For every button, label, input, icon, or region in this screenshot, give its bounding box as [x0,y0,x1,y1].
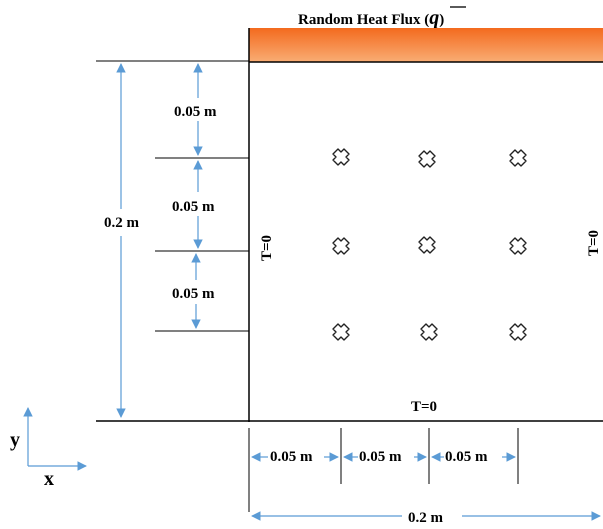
sensor-grid [332,148,527,341]
cross-marker-icon [509,323,527,341]
cross-marker-icon [420,323,438,341]
bottom-boundary-label: T=0 [411,399,437,415]
heat-flux-bar [249,28,603,62]
cross-marker-icon [509,149,527,167]
flux-title-suffix: ) [439,12,444,28]
flux-title: Random Heat Flux (q) [298,7,444,29]
cross-marker-icon [332,237,350,255]
cross-marker-icon [332,323,350,341]
x-axis-label: x [44,468,54,490]
vseg2-label: 0.05 m [172,199,215,215]
y-axis-label: y [10,429,20,451]
vertical-total-label: 0.2 m [104,215,140,231]
cross-marker-icon [509,237,527,255]
vseg1-label: 0.05 m [174,104,217,120]
hseg3-label: 0.05 m [445,449,488,465]
flux-symbol: q [429,7,439,29]
cross-marker-icon [418,236,436,254]
cross-marker-icon [418,150,436,168]
hseg1-label: 0.05 m [270,449,313,465]
hseg2-label: 0.05 m [359,449,402,465]
flux-title-prefix: Random Heat Flux ( [298,12,429,28]
left-boundary-label: T=0 [259,235,275,261]
horizontal-total-label: 0.2 m [408,510,444,526]
right-boundary-label: T=0 [586,230,602,256]
vseg3-label: 0.05 m [172,286,215,302]
cross-marker-icon [332,148,350,166]
